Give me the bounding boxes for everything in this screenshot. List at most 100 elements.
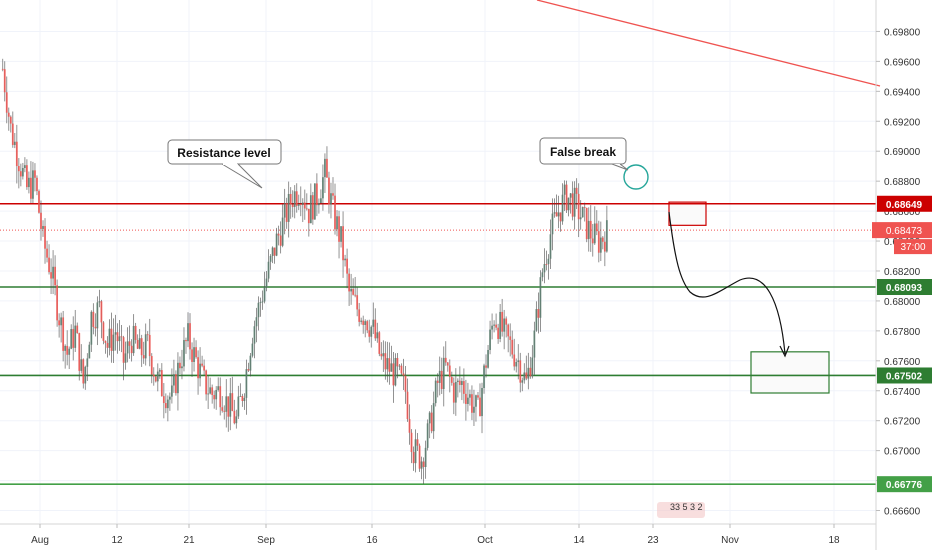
current-price-label: 0.68473 bbox=[886, 226, 923, 237]
candle-body bbox=[177, 362, 179, 394]
candle-body bbox=[452, 382, 455, 403]
candle-body bbox=[44, 226, 46, 249]
candle-body bbox=[505, 318, 508, 325]
candle-body bbox=[392, 363, 395, 386]
callouts: Resistance level False break bbox=[167, 137, 629, 189]
candle-body bbox=[479, 397, 481, 417]
candle-body bbox=[185, 340, 187, 342]
candle-body bbox=[195, 347, 197, 358]
candle-body bbox=[583, 207, 586, 208]
candle-body bbox=[223, 410, 226, 412]
candle-body bbox=[501, 311, 504, 332]
candle-body bbox=[553, 212, 556, 214]
candle-body bbox=[489, 329, 491, 350]
candle-body bbox=[311, 195, 314, 220]
candle-body bbox=[420, 461, 423, 469]
candle-body bbox=[360, 320, 363, 322]
candle-body bbox=[473, 406, 475, 413]
candle-body bbox=[154, 376, 157, 382]
candle-body bbox=[249, 355, 252, 371]
candle-body bbox=[130, 345, 133, 354]
candle-body bbox=[5, 92, 8, 113]
candle-body bbox=[122, 337, 125, 363]
candle-body bbox=[422, 461, 425, 467]
candle-body bbox=[326, 158, 328, 178]
candle-body bbox=[11, 123, 14, 145]
candle-body bbox=[78, 333, 81, 371]
x-axis[interactable]: Aug 12 21 Sep 16 Oct 14 23 Nov 18 bbox=[31, 524, 840, 546]
candle-body bbox=[58, 320, 61, 326]
y-tick-label: 0.69400 bbox=[884, 87, 921, 98]
y-tick-label: 0.67800 bbox=[884, 327, 921, 338]
candle-body bbox=[124, 353, 127, 363]
candle-body bbox=[603, 241, 606, 252]
candle-body bbox=[332, 193, 334, 196]
candle-body bbox=[233, 410, 236, 424]
candle-body bbox=[36, 177, 38, 192]
candle-body bbox=[253, 326, 256, 344]
candle-body bbox=[239, 396, 242, 397]
candle-body bbox=[313, 183, 316, 220]
candle-body bbox=[442, 357, 445, 390]
x-tick-label: 12 bbox=[111, 535, 123, 546]
candle-body bbox=[108, 328, 111, 348]
candle-body bbox=[456, 380, 459, 383]
candle-body bbox=[549, 234, 552, 259]
candle-body bbox=[458, 380, 461, 385]
candle-body bbox=[237, 396, 240, 417]
candle-body bbox=[547, 258, 550, 265]
candle-body bbox=[426, 423, 429, 448]
candle-body bbox=[247, 369, 250, 371]
candle-body bbox=[567, 197, 570, 211]
candle-body bbox=[152, 374, 155, 377]
candle-body bbox=[559, 212, 562, 222]
candle-body bbox=[412, 452, 415, 464]
x-tick-label: 23 bbox=[647, 535, 659, 546]
candle-body bbox=[589, 220, 592, 239]
candle-body bbox=[366, 321, 369, 331]
candle-body bbox=[205, 370, 208, 395]
candle-body bbox=[317, 203, 320, 206]
sell-zone bbox=[668, 201, 707, 226]
candle-body bbox=[221, 407, 224, 411]
y-tick-label: 0.67600 bbox=[884, 357, 921, 368]
candle-body bbox=[599, 237, 602, 253]
candle-body bbox=[493, 324, 495, 326]
candle-body bbox=[372, 319, 375, 327]
candle-body bbox=[521, 380, 524, 383]
candle-body bbox=[477, 395, 479, 398]
candle-body bbox=[92, 311, 95, 327]
candle-body bbox=[396, 357, 399, 367]
candle-body bbox=[465, 393, 467, 404]
countdown-tag bbox=[894, 239, 932, 255]
candle-body bbox=[19, 171, 22, 177]
candle-body bbox=[289, 193, 292, 205]
candle-body bbox=[462, 381, 465, 394]
candle-body bbox=[295, 191, 298, 206]
candle-body bbox=[215, 389, 218, 400]
candle-body bbox=[88, 344, 91, 359]
candle-body bbox=[173, 374, 175, 386]
candle-body bbox=[591, 238, 594, 244]
y-tick-label: 0.69200 bbox=[884, 117, 921, 128]
candle-body bbox=[507, 324, 510, 337]
candle-body bbox=[527, 367, 530, 379]
x-tick-label: Aug bbox=[31, 535, 49, 546]
candle-body bbox=[408, 419, 411, 433]
candle-body bbox=[267, 261, 270, 279]
candle-body bbox=[354, 294, 357, 296]
candle-body bbox=[7, 112, 10, 117]
resistance-price-label: 0.68649 bbox=[886, 200, 923, 211]
candle-body bbox=[38, 191, 40, 213]
candle-body bbox=[380, 353, 383, 357]
candle-body bbox=[545, 264, 548, 265]
candle-body bbox=[499, 311, 502, 339]
candle-body bbox=[120, 336, 123, 338]
candle-body bbox=[211, 387, 214, 395]
candle-body bbox=[110, 328, 113, 351]
candle-body bbox=[66, 345, 69, 355]
candle-body bbox=[529, 367, 532, 377]
candle-body bbox=[539, 277, 542, 318]
candle-body bbox=[106, 342, 109, 348]
resistance-callout-text: Resistance level bbox=[177, 146, 270, 160]
